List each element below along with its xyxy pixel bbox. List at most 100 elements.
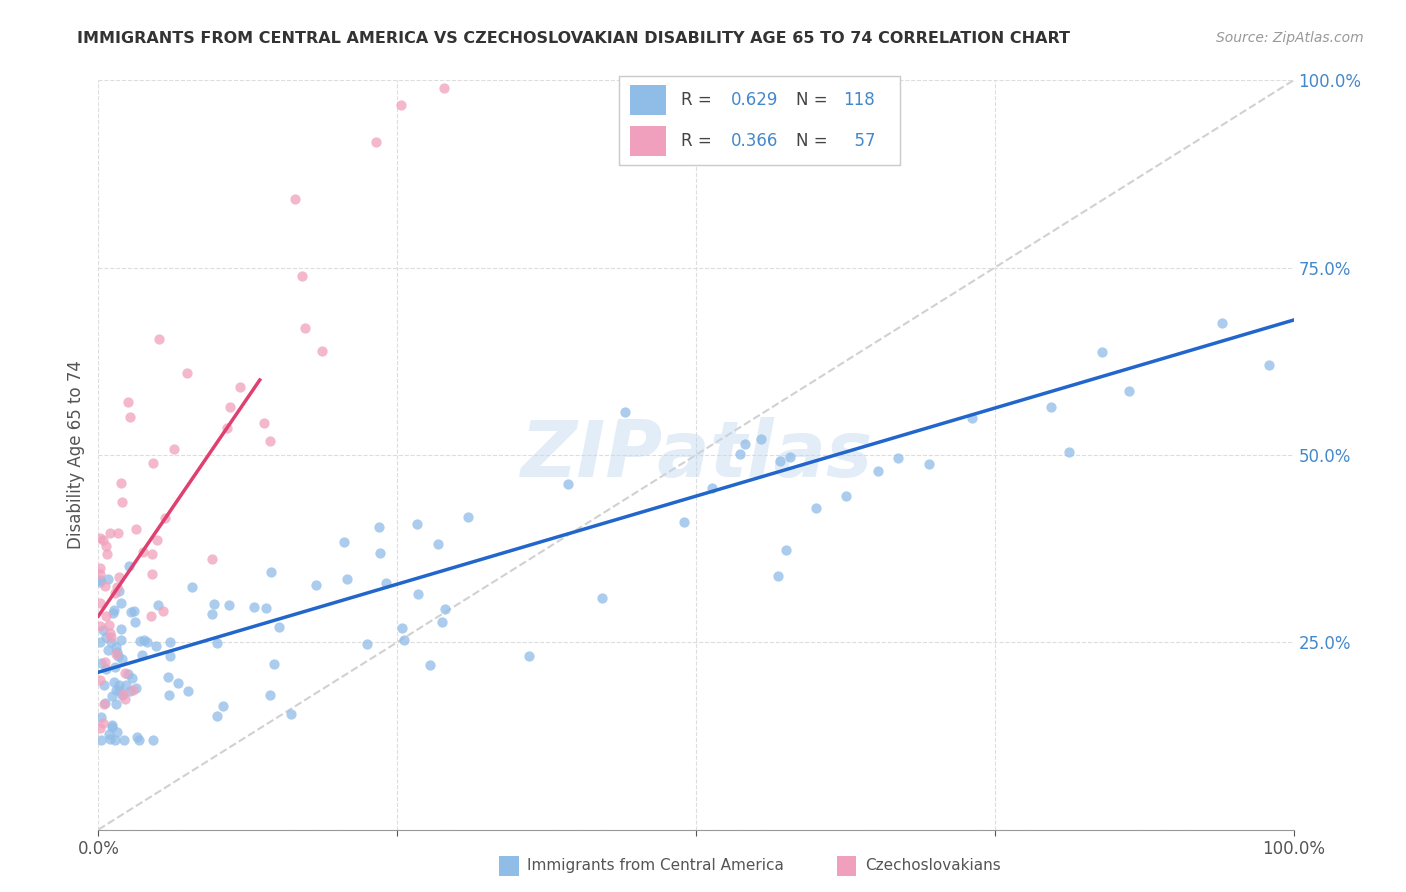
Point [356,637,378,651]
Point [103,675,125,690]
Point [391,620,413,634]
Point [91,533,114,547]
Point [111,651,134,665]
Point [110,622,132,636]
Point [122,603,145,617]
Point [218,400,240,414]
Point [267,620,290,634]
Point [1211,316,1233,330]
Point [96,630,118,644]
Point [215,421,238,435]
Point [108,584,131,599]
Point [110,595,132,609]
Point [115,678,138,692]
Point [157,688,180,702]
Point [1118,384,1140,398]
Point [98,617,121,632]
Point [110,689,132,703]
Point [835,489,858,503]
Point [111,495,134,509]
Point [118,558,141,573]
Point [114,691,136,706]
Point [253,416,276,430]
Point [333,534,356,549]
Point [104,640,127,654]
Point [734,437,756,451]
Point [100,625,122,640]
Text: IMMIGRANTS FROM CENTRAL AMERICA VS CZECHOSLOVAKIAN DISABILITY AGE 65 TO 74 CORRE: IMMIGRANTS FROM CENTRAL AMERICA VS CZECH… [77,31,1070,46]
Point [118,410,141,425]
Point [336,572,359,586]
Point [779,450,801,464]
Point [145,639,167,653]
Point [364,135,387,149]
Point [124,615,146,629]
Point [419,657,441,672]
Text: 57: 57 [844,132,875,150]
Point [89,573,111,587]
Point [125,730,148,744]
Point [918,457,941,471]
Point [156,670,179,684]
Point [100,635,122,649]
Point [152,604,174,618]
Point [148,332,170,346]
Point [153,511,176,525]
Point [89,596,111,610]
Point [211,698,233,713]
Text: Immigrants from Central America: Immigrants from Central America [527,858,785,872]
Point [105,682,128,697]
Point [128,634,150,648]
Y-axis label: Disability Age 65 to 74: Disability Age 65 to 74 [66,360,84,549]
Point [672,516,695,530]
Point [804,500,827,515]
Point [259,688,281,702]
Point [110,476,132,491]
Point [426,537,449,551]
Point [430,615,453,629]
Point [97,727,120,741]
Point [284,192,307,206]
Point [136,635,159,649]
Point [105,647,128,661]
Point [146,598,169,612]
Point [121,671,143,685]
Text: ZIPatlas: ZIPatlas [520,417,872,493]
Text: 118: 118 [844,91,876,109]
Point [131,648,153,662]
Point [101,606,124,620]
Point [368,520,391,534]
Point [1091,344,1114,359]
Point [132,632,155,647]
Point [887,451,910,466]
Point [775,542,797,557]
Point [101,720,124,734]
Point [457,509,479,524]
Point [122,683,145,698]
Point [1258,358,1281,372]
Point [89,721,111,735]
Point [120,683,142,698]
Point [141,566,163,581]
Point [375,576,398,591]
Point [94,579,117,593]
Point [200,552,222,566]
Point [98,732,121,747]
Point [114,666,136,681]
Point [228,380,250,394]
Text: R =: R = [681,91,717,109]
Point [700,481,723,495]
Point [105,581,128,595]
Point [201,607,224,621]
Point [90,657,112,671]
Point [311,343,333,358]
Point [97,573,120,587]
Point [107,526,129,541]
Point [117,666,139,681]
Point [89,560,111,574]
Point [96,540,118,554]
Point [728,447,751,461]
Point [124,522,146,536]
Point [91,623,114,637]
Point [557,476,579,491]
